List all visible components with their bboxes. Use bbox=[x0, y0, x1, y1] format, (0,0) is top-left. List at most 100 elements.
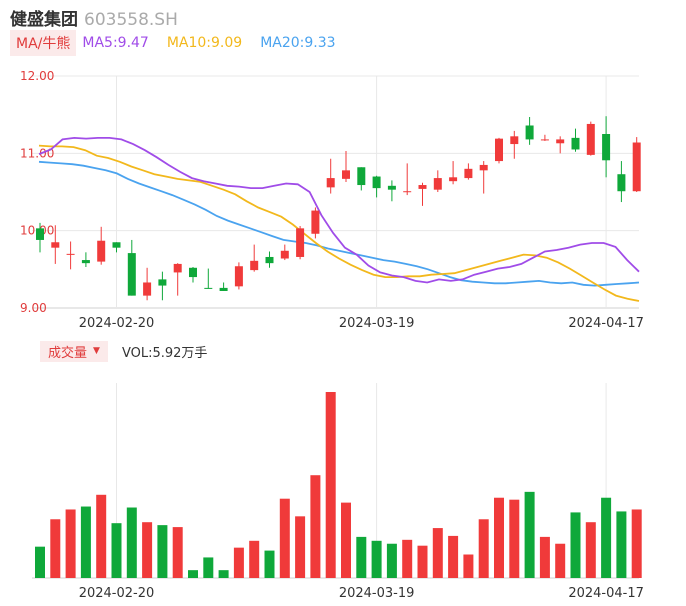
candle-body bbox=[387, 185, 396, 190]
volume-bar bbox=[264, 550, 275, 578]
date-tick-label: 2024-04-17 bbox=[568, 316, 644, 331]
volume-bar bbox=[50, 519, 61, 578]
volume-bar bbox=[279, 498, 290, 578]
volume-bar bbox=[142, 522, 153, 578]
candle-body bbox=[342, 170, 350, 179]
volume-bar bbox=[80, 506, 91, 578]
candle-body bbox=[357, 167, 366, 186]
volume-bar bbox=[96, 494, 107, 578]
volume-bar bbox=[417, 545, 428, 578]
candle-body bbox=[143, 282, 152, 296]
candle-body bbox=[66, 253, 75, 255]
date-tick-label: 2024-03-19 bbox=[339, 316, 415, 331]
volume-bar bbox=[325, 392, 336, 578]
candle-body bbox=[525, 125, 534, 140]
volume-bar bbox=[448, 535, 459, 578]
volume-bar bbox=[35, 546, 45, 578]
candle-body bbox=[250, 260, 259, 271]
candle-body bbox=[464, 168, 473, 179]
volume-bar bbox=[494, 497, 504, 578]
volume-bar bbox=[371, 540, 382, 578]
candle-body bbox=[403, 191, 412, 193]
candle-body bbox=[433, 178, 442, 190]
volume-date-label: 2024-02-20 bbox=[79, 586, 155, 601]
volume-bar bbox=[172, 527, 183, 578]
candle-body bbox=[296, 228, 305, 257]
candle-body bbox=[479, 164, 488, 171]
candle-body bbox=[586, 123, 595, 155]
candle-body bbox=[112, 242, 121, 248]
candle-body bbox=[127, 253, 136, 296]
volume-bar bbox=[295, 516, 306, 578]
volume-bar bbox=[218, 570, 229, 578]
candle-body bbox=[280, 250, 289, 259]
candle-body bbox=[372, 176, 381, 189]
date-tick-label: 2024-02-20 bbox=[79, 316, 155, 331]
candle-body bbox=[204, 287, 213, 289]
ma-legend: MA/牛熊 MA5:9.47 MA10:9.09 MA20:9.33 bbox=[10, 29, 354, 56]
candle-body bbox=[571, 137, 580, 150]
volume-bar bbox=[539, 536, 550, 578]
volume-bar bbox=[509, 499, 520, 578]
volume-bar bbox=[233, 547, 244, 578]
volume-value: VOL:5.92万手 bbox=[121, 345, 208, 361]
volume-bar bbox=[157, 525, 168, 578]
candle-body bbox=[51, 242, 60, 248]
volume-bar bbox=[402, 539, 413, 578]
candle-body bbox=[81, 260, 90, 264]
volume-bar bbox=[188, 570, 198, 578]
candle-body bbox=[36, 228, 44, 240]
volume-bar bbox=[570, 512, 581, 578]
candle-body bbox=[158, 279, 167, 286]
ma10-line bbox=[38, 144, 640, 302]
candle-body bbox=[617, 174, 626, 192]
candle-body bbox=[189, 267, 197, 278]
candle-body bbox=[418, 185, 427, 189]
candle-body bbox=[495, 138, 503, 162]
volume-bar bbox=[65, 509, 76, 578]
candle-body bbox=[449, 177, 458, 182]
candle-body bbox=[311, 210, 320, 234]
price-tick-label: 11.00 bbox=[20, 146, 54, 160]
volume-bar bbox=[585, 522, 596, 578]
volume-date-label: 2024-04-17 bbox=[568, 586, 644, 601]
volume-bar bbox=[463, 554, 474, 578]
dropdown-arrow-icon: ▼ bbox=[93, 346, 100, 356]
stock-name: 健盛集团 bbox=[10, 10, 78, 30]
volume-bar bbox=[203, 557, 214, 578]
stock-header: 健盛集团 603558.SH bbox=[10, 5, 178, 30]
candle-body bbox=[540, 139, 549, 141]
ma-indicator-button[interactable]: MA/牛熊 bbox=[10, 29, 77, 56]
volume-bar bbox=[249, 540, 260, 578]
volume-bar bbox=[478, 519, 489, 578]
volume-indicator-button[interactable]: 成交量 ▼ bbox=[40, 340, 108, 362]
volume-legend: 成交量 ▼ VOL:5.92万手 bbox=[40, 340, 208, 362]
candle-body bbox=[234, 266, 243, 287]
volume-bar bbox=[631, 509, 642, 578]
candle-body bbox=[265, 256, 274, 264]
volume-bar bbox=[386, 543, 397, 578]
price-tick-label: 12.00 bbox=[20, 69, 54, 83]
volume-bar bbox=[432, 528, 443, 578]
candle-body bbox=[326, 178, 335, 188]
price-tick-label: 9.00 bbox=[20, 301, 47, 315]
ma20-line bbox=[38, 160, 640, 287]
candle-body bbox=[510, 136, 519, 145]
volume-button-label: 成交量 bbox=[48, 345, 88, 361]
volume-bar bbox=[341, 502, 351, 578]
ma5-line bbox=[38, 136, 640, 284]
volume-bar bbox=[310, 475, 321, 578]
ma20-label: MA20:9.33 bbox=[260, 34, 336, 51]
ma10-label: MA10:9.09 bbox=[166, 34, 243, 51]
volume-bar bbox=[555, 543, 566, 578]
candle-body bbox=[602, 134, 611, 161]
volume-date-label: 2024-03-19 bbox=[339, 586, 415, 601]
candle-body bbox=[219, 287, 228, 291]
volume-bar bbox=[126, 507, 137, 578]
volume-bar bbox=[111, 523, 122, 578]
volume-bar bbox=[524, 491, 535, 578]
candle-body bbox=[556, 139, 565, 144]
volume-bar bbox=[601, 497, 612, 578]
volume-bar bbox=[616, 511, 627, 578]
